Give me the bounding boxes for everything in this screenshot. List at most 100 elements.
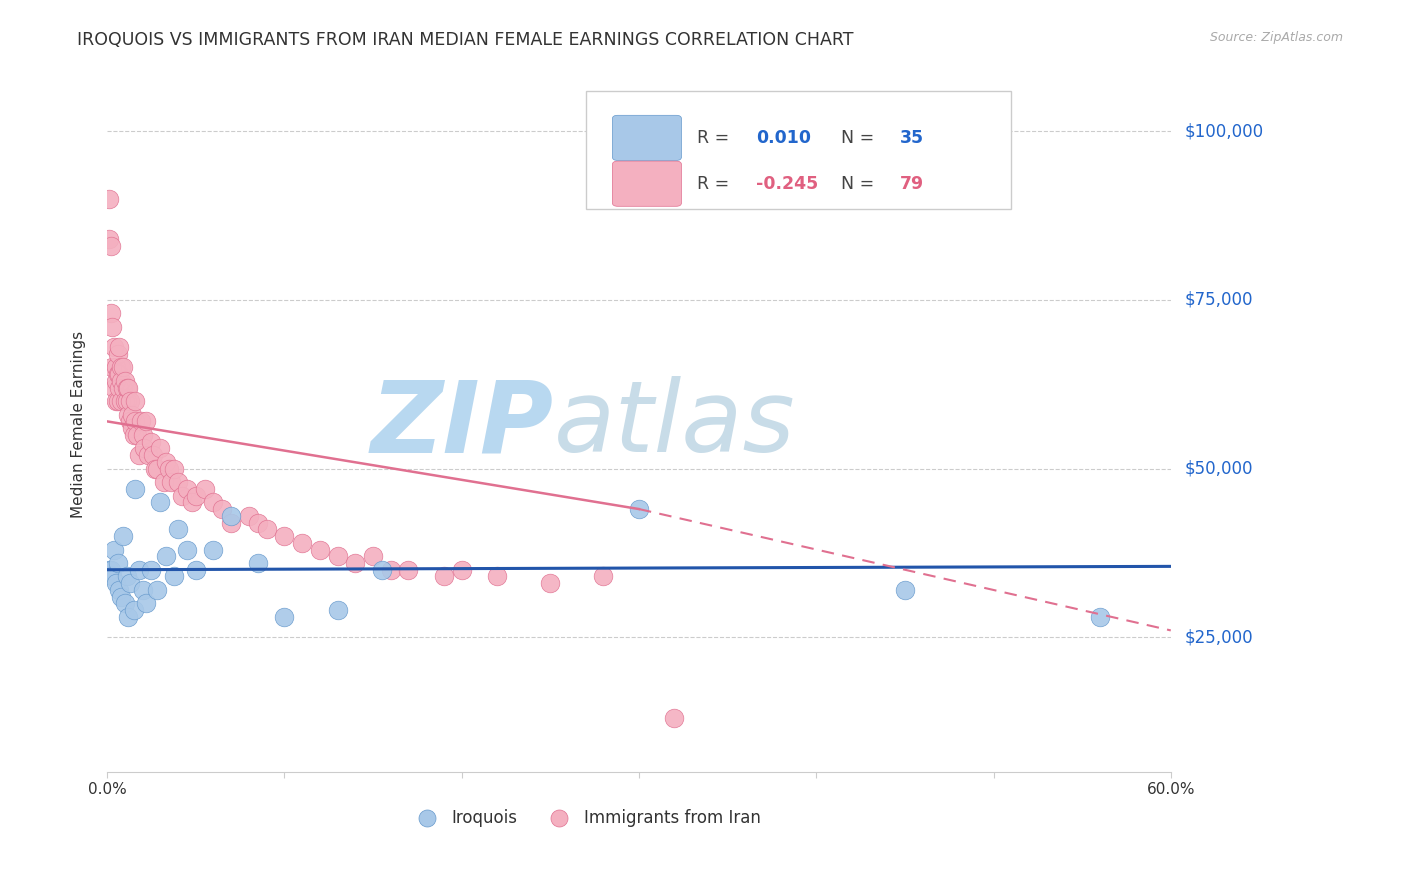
Point bbox=[115, 381, 138, 395]
Point bbox=[433, 569, 456, 583]
Point bbox=[194, 482, 217, 496]
Point bbox=[97, 563, 120, 577]
Point bbox=[112, 381, 135, 395]
Point bbox=[141, 563, 163, 577]
Point bbox=[155, 549, 177, 564]
Point bbox=[326, 603, 349, 617]
Point bbox=[122, 428, 145, 442]
Point bbox=[117, 408, 139, 422]
Point bbox=[219, 516, 242, 530]
Point bbox=[120, 576, 142, 591]
Point bbox=[124, 482, 146, 496]
Point bbox=[107, 367, 129, 381]
Point bbox=[127, 428, 149, 442]
Text: R =: R = bbox=[697, 128, 735, 147]
Point bbox=[145, 582, 167, 597]
Point bbox=[101, 360, 124, 375]
Point bbox=[149, 442, 172, 456]
Point bbox=[104, 360, 127, 375]
Point bbox=[273, 529, 295, 543]
Point bbox=[211, 502, 233, 516]
Point bbox=[120, 414, 142, 428]
FancyBboxPatch shape bbox=[613, 115, 682, 161]
Point bbox=[110, 360, 132, 375]
Point bbox=[149, 495, 172, 509]
Point bbox=[246, 556, 269, 570]
Point bbox=[107, 556, 129, 570]
Point bbox=[202, 542, 225, 557]
Point bbox=[135, 414, 157, 428]
Point bbox=[107, 347, 129, 361]
FancyBboxPatch shape bbox=[613, 161, 682, 206]
Text: R =: R = bbox=[697, 175, 735, 193]
Point bbox=[117, 610, 139, 624]
Point bbox=[124, 414, 146, 428]
Point bbox=[108, 367, 131, 381]
Point bbox=[117, 381, 139, 395]
Point bbox=[256, 522, 278, 536]
Text: $25,000: $25,000 bbox=[1185, 628, 1254, 646]
Text: atlas: atlas bbox=[554, 376, 796, 474]
Point bbox=[108, 340, 131, 354]
Text: N =: N = bbox=[841, 128, 880, 147]
Point bbox=[100, 563, 122, 577]
Point bbox=[121, 421, 143, 435]
Point bbox=[108, 582, 131, 597]
Point bbox=[110, 394, 132, 409]
Point bbox=[176, 542, 198, 557]
Point bbox=[101, 569, 124, 583]
Point bbox=[143, 461, 166, 475]
Point bbox=[167, 522, 190, 536]
Point bbox=[361, 549, 384, 564]
Point bbox=[664, 711, 686, 725]
Text: 79: 79 bbox=[900, 175, 924, 193]
Point bbox=[176, 482, 198, 496]
Point bbox=[219, 508, 242, 523]
Point bbox=[308, 542, 330, 557]
Point bbox=[167, 475, 190, 489]
Point bbox=[114, 394, 136, 409]
Point bbox=[155, 455, 177, 469]
Point bbox=[120, 394, 142, 409]
Y-axis label: Median Female Earnings: Median Female Earnings bbox=[72, 331, 86, 518]
Point bbox=[627, 502, 650, 516]
Text: N =: N = bbox=[841, 175, 880, 193]
Point bbox=[344, 556, 367, 570]
Point bbox=[121, 408, 143, 422]
Text: $50,000: $50,000 bbox=[1185, 459, 1254, 477]
Point bbox=[160, 475, 183, 489]
Point bbox=[170, 489, 193, 503]
Point bbox=[202, 495, 225, 509]
Point bbox=[115, 394, 138, 409]
Point bbox=[112, 529, 135, 543]
Point bbox=[141, 434, 163, 449]
Point bbox=[103, 340, 125, 354]
Text: ZIP: ZIP bbox=[371, 376, 554, 474]
Point bbox=[128, 448, 150, 462]
Point bbox=[110, 590, 132, 604]
Point bbox=[450, 563, 472, 577]
Point bbox=[135, 597, 157, 611]
Point bbox=[115, 569, 138, 583]
Point bbox=[134, 442, 156, 456]
Point bbox=[114, 597, 136, 611]
Point bbox=[129, 414, 152, 428]
Point bbox=[592, 569, 614, 583]
Point bbox=[291, 535, 314, 549]
Point bbox=[398, 563, 420, 577]
Point bbox=[131, 582, 153, 597]
Text: $75,000: $75,000 bbox=[1185, 291, 1254, 309]
Point bbox=[181, 495, 204, 509]
Text: Source: ZipAtlas.com: Source: ZipAtlas.com bbox=[1209, 31, 1343, 45]
Point bbox=[1088, 610, 1111, 624]
FancyBboxPatch shape bbox=[586, 91, 1011, 210]
Point bbox=[101, 320, 124, 334]
Point bbox=[486, 569, 509, 583]
Point bbox=[128, 563, 150, 577]
Point bbox=[371, 563, 394, 577]
Point bbox=[124, 394, 146, 409]
Point bbox=[153, 475, 176, 489]
Point bbox=[131, 428, 153, 442]
Point bbox=[100, 239, 122, 253]
Point bbox=[107, 394, 129, 409]
